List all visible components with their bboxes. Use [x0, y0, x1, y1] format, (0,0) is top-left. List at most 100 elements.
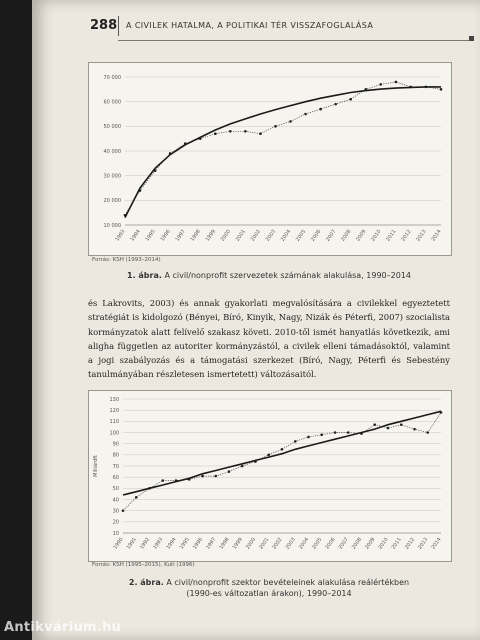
data-point: [229, 129, 232, 133]
y-tick-label: 10 000: [104, 223, 122, 229]
data-point: [413, 427, 416, 431]
page-number: 288: [90, 18, 118, 33]
y-tick-label: 100: [109, 430, 119, 436]
data-point: [240, 464, 244, 468]
figure-2-chart: 10 20 30 40 50 60 70 80 90 100 110 120 130 1990 1991 19…: [88, 390, 452, 562]
figure-1-source: Forrás: KSH (1993–2014): [92, 257, 161, 263]
x-tick-label: 2014: [430, 537, 442, 551]
y-tick-label: 30 000: [104, 173, 122, 179]
x-tick-label: 2013: [417, 537, 429, 551]
header-separator: [118, 16, 119, 36]
x-tick-label: 1992: [139, 537, 151, 551]
data-point: [213, 132, 217, 136]
x-tick-label: 2004: [298, 537, 310, 551]
x-tick-label: 1999: [232, 537, 244, 551]
data-point: [399, 423, 403, 426]
figure-1-chart: 10 000 20 000 30 000 40 000 50 000 60 000 70 0…: [88, 62, 452, 256]
data-point: [214, 474, 218, 478]
y-tick-label: 30: [113, 508, 119, 514]
data-point: [439, 88, 443, 91]
x-tick-label: 2006: [324, 537, 336, 551]
x-tick-label: 2003: [285, 537, 297, 551]
x-tick-label: 2014: [430, 229, 442, 243]
x-tick-label: 2001: [235, 229, 247, 243]
x-tick-label: 2007: [325, 229, 337, 243]
data-point: [280, 447, 284, 451]
figure-1-caption-text: A civil/nonprofit szervezetek számának a…: [164, 271, 411, 280]
y-axis-label: Milliárdft: [92, 455, 99, 477]
x-tick-label: 2006: [310, 229, 322, 243]
x-tick-label: 2011: [385, 229, 397, 243]
x-tick-label: 2000: [245, 537, 257, 551]
y-tick-label: 20 000: [104, 198, 122, 204]
data-point: [293, 440, 297, 443]
figure-1-svg: 10 000 20 000 30 000 40 000 50 000 60 000 70 0…: [104, 75, 443, 243]
data-point: [244, 129, 247, 133]
data-point: [333, 431, 337, 434]
header-rule: [118, 40, 474, 41]
x-tick-label: 2008: [340, 229, 352, 243]
data-point: [274, 125, 277, 128]
header-square: [469, 36, 474, 41]
x-tick-label: 1993: [152, 537, 164, 551]
y-tick-label: 60: [113, 475, 119, 481]
watermark: Antikvárium.hu: [4, 620, 122, 635]
y-tick-label: 60 000: [104, 99, 122, 105]
x-tick-label: 2005: [311, 537, 323, 551]
data-point: [161, 479, 165, 482]
y-tick-label: 70: [113, 464, 119, 470]
data-point: [320, 433, 324, 437]
x-tick-label: 1996: [192, 537, 204, 551]
data-point: [334, 102, 337, 106]
data-point: [201, 474, 204, 478]
x-tick-label: 2004: [280, 229, 292, 243]
x-tick-label: 1993: [114, 229, 126, 243]
y-tick-label: 70 000: [104, 75, 122, 81]
figure-2-caption-label: 2. ábra.: [128, 578, 164, 587]
x-tick-label: 2008: [351, 537, 363, 551]
paragraph: és Lakrovits, 2003) és annak gyakorlati …: [88, 298, 450, 380]
x-tick-label: 1994: [129, 229, 141, 243]
y-tick-label: 110: [109, 419, 119, 425]
x-tick-label: 1996: [160, 229, 172, 243]
x-tick-label: 1994: [165, 537, 177, 551]
x-tick-label: 2002: [271, 537, 283, 551]
x-tick-label: 1999: [205, 229, 217, 243]
data-point: [386, 426, 390, 430]
x-tick-label: 2011: [391, 537, 403, 551]
x-tick-label: 2012: [404, 537, 416, 551]
data-point: [227, 470, 231, 473]
page-header: 288 A CIVILEK HATALMA, A POLITIKAI TÉR V…: [90, 14, 474, 41]
data-line: [122, 412, 442, 511]
figure-2-caption-line2: (1990-es változatlan árakon), 1990–2014: [186, 589, 352, 598]
x-tick-label: 2001: [258, 537, 270, 551]
x-tick-label: 2007: [338, 537, 350, 551]
x-tick-label: 1990: [112, 537, 124, 551]
data-point: [373, 423, 377, 426]
x-tick-label: 2002: [250, 229, 262, 243]
data-point: [289, 120, 292, 123]
y-tick-label: 80: [113, 453, 119, 459]
data-point: [394, 80, 398, 84]
y-tick-label: 50: [113, 486, 119, 492]
x-tick-label: 1995: [179, 537, 191, 551]
x-tick-label: 1997: [205, 537, 217, 551]
data-point: [121, 509, 125, 512]
y-tick-label: 40: [113, 497, 119, 503]
data-point: [267, 453, 271, 457]
x-tick-label: 1995: [145, 229, 157, 243]
y-tick-label: 90: [113, 441, 119, 447]
trend-line: [122, 410, 442, 496]
x-tick-label: 2012: [400, 229, 412, 243]
running-head: A CIVILEK HATALMA, A POLITIKAI TÉR VISSZ…: [126, 21, 374, 30]
data-point: [134, 495, 138, 499]
figure-2-source: Forrás: KSH (1995–2015), Kuti (1996): [92, 562, 195, 568]
y-tick-label: 20: [113, 520, 119, 526]
y-tick-label: 40 000: [104, 149, 122, 155]
figure-2-caption-line1: A civil/nonprofit szektor bevételeinek a…: [166, 578, 410, 587]
y-tick-label: 130: [109, 397, 119, 403]
data-point: [379, 83, 383, 86]
body-text: és Lakrovits, 2003) és annak gyakorlati …: [88, 296, 450, 382]
data-line: [124, 81, 442, 216]
